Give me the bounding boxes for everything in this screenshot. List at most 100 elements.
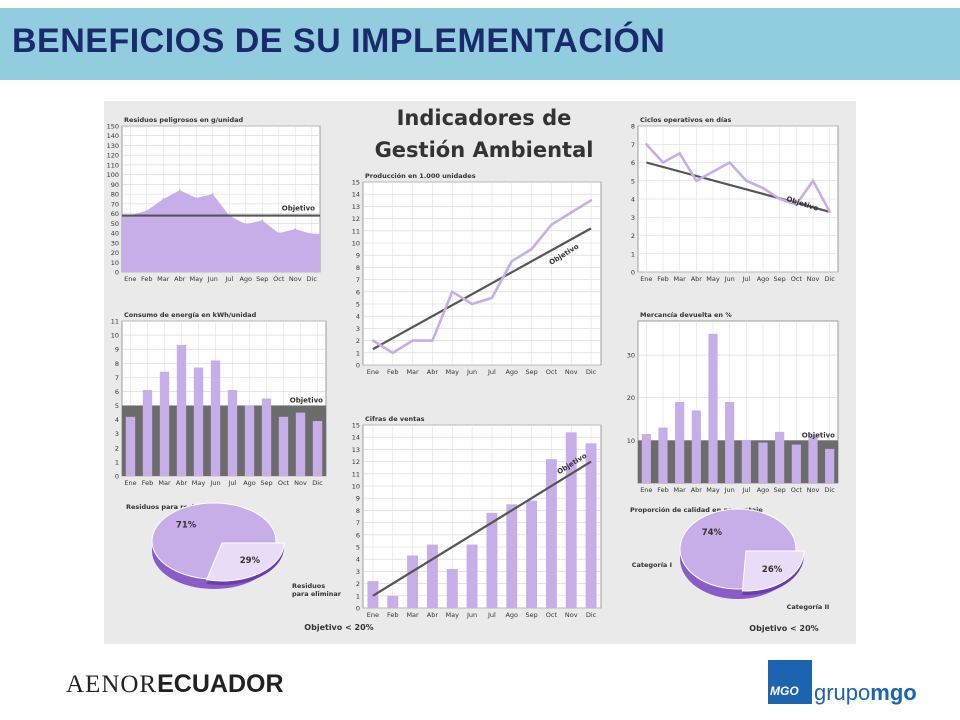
y-tick-1-13: 13: [352, 203, 360, 211]
ecuador-logo-text: ECUADOR: [157, 670, 284, 698]
pie-label-7-0: 74%: [702, 528, 723, 538]
area-point-0-4: [195, 197, 198, 199]
x-tick-3-8: Sep: [260, 479, 272, 487]
bar-5-7: [758, 442, 768, 483]
line-point-1-9: [550, 223, 553, 226]
y-tick-3-10: 10: [111, 332, 119, 340]
y-tick-4-13: 13: [352, 446, 360, 454]
x-tick-3-11: Dic: [312, 479, 323, 487]
y-tick-0-10: 100: [107, 171, 119, 179]
bar-5-9: [791, 444, 801, 483]
x-tick-5-9: Oct: [791, 486, 803, 494]
bar-3-5: [210, 360, 221, 476]
title-bar: [0, 8, 960, 80]
y-tick-1-14: 14: [352, 191, 360, 199]
x-tick-1-1: Feb: [387, 368, 399, 376]
x-tick-2-10: Nov: [807, 275, 820, 283]
y-tick-1-12: 12: [352, 215, 360, 223]
line-series-1: [372, 199, 592, 355]
line-point-1-6: [490, 296, 494, 300]
pie-objective-6: Objetivo < 20%: [304, 623, 373, 632]
x-tick-3-10: Nov: [294, 479, 307, 487]
y-tick-0-15: 150: [107, 123, 119, 131]
indicators-charts: Indicadores de Gestión Ambiental Residuo…: [107, 106, 839, 633]
x-tick-2-4: May: [706, 275, 720, 283]
x-tick-3-9: Oct: [278, 479, 290, 487]
x-tick-4-6: Jul: [487, 611, 496, 619]
x-tick-4-0: Ene: [367, 611, 379, 619]
y-tick-0-5: 50: [111, 220, 119, 228]
area-point-0-10: [294, 228, 297, 231]
x-tick-0-10: Nov: [289, 275, 302, 283]
line-point-1-1: [391, 351, 394, 354]
x-tick-2-3: Abr: [691, 275, 703, 283]
line-point-1-10: [570, 211, 573, 214]
y-tick-2-4: 4: [631, 196, 635, 204]
x-tick-4-9: Oct: [546, 611, 558, 619]
y-tick-3-11: 11: [111, 318, 119, 326]
bar-4-6: [486, 512, 498, 608]
plot-area-1: [362, 181, 602, 366]
area-series-0: [122, 190, 320, 272]
pie-slice-caption-6a: Residuos: [292, 582, 325, 590]
y-tick-1-3: 3: [356, 325, 360, 333]
area-point-0-11: [310, 233, 313, 235]
y-tick-0-0: 0: [115, 269, 119, 277]
line-point-2-11: [828, 210, 831, 213]
x-tick-0-7: Ago: [239, 275, 252, 283]
x-tick-5-7: Ago: [757, 486, 770, 494]
objective-label-3: Objetivo: [290, 397, 323, 405]
x-tick-3-7: Ago: [243, 479, 256, 487]
pie-slice-6-1: [205, 542, 285, 582]
x-tick-1-7: Ago: [505, 368, 518, 376]
y-tick-1-10: 10: [352, 240, 360, 248]
area-point-0-1: [145, 209, 148, 212]
x-tick-1-0: Ene: [367, 368, 379, 376]
y-tick-1-4: 4: [356, 313, 360, 321]
bar-4-1: [387, 595, 399, 608]
line-point-2-5: [728, 161, 731, 164]
x-tick-0-4: May: [190, 275, 204, 283]
bar-4-4: [446, 568, 458, 608]
x-tick-3-1: Feb: [142, 479, 154, 487]
objective-line-2: [646, 161, 830, 213]
grupomgo-logo: MGO grupomgo: [768, 660, 917, 710]
bar-5-8: [775, 431, 785, 483]
y-tick-3-9: 9: [115, 346, 119, 354]
grupo-text: grupo: [814, 680, 871, 705]
y-tick-0-4: 40: [111, 230, 119, 238]
line-point-2-1: [661, 161, 665, 164]
x-tick-2-2: Mar: [674, 275, 687, 283]
x-tick-5-0: Ene: [640, 486, 652, 494]
y-tick-0-6: 60: [111, 210, 119, 218]
y-tick-2-3: 3: [631, 214, 635, 222]
x-tick-4-5: Jun: [466, 611, 477, 619]
y-tick-5-0: 10: [627, 437, 635, 445]
y-tick-1-0: 0: [356, 362, 360, 370]
y-tick-3-4: 4: [115, 416, 119, 424]
x-tick-4-11: Dic: [586, 611, 597, 619]
y-tick-4-4: 4: [356, 556, 360, 564]
y-tick-3-6: 6: [115, 388, 119, 396]
line-point-2-8: [778, 197, 781, 201]
x-tick-0-9: Oct: [273, 275, 285, 283]
y-tick-0-8: 80: [111, 191, 119, 199]
line-point-2-0: [645, 143, 648, 146]
bar-5-10: [808, 436, 818, 483]
x-tick-2-5: Jun: [724, 275, 735, 283]
y-tick-1-11: 11: [352, 227, 360, 235]
bar-3-9: [278, 416, 289, 476]
y-tick-2-2: 2: [631, 232, 635, 240]
x-tick-1-11: Dic: [586, 368, 597, 376]
bar-3-6: [227, 390, 238, 476]
y-tick-1-8: 8: [356, 264, 360, 272]
line-point-1-5: [470, 302, 474, 306]
y-tick-3-1: 1: [115, 458, 119, 466]
aenor-ecuador-logo: AENORECUADOR: [66, 670, 284, 699]
x-tick-1-6: Jul: [487, 368, 496, 376]
chart-title-6: Residuos para reciclar: [126, 503, 208, 511]
aenor-logo-text: AENOR: [66, 671, 158, 698]
y-tick-1-2: 2: [356, 337, 360, 345]
chart-title-0: Residuos peligrosos en g/unidad: [124, 116, 244, 124]
x-tick-2-6: Jul: [741, 275, 750, 283]
